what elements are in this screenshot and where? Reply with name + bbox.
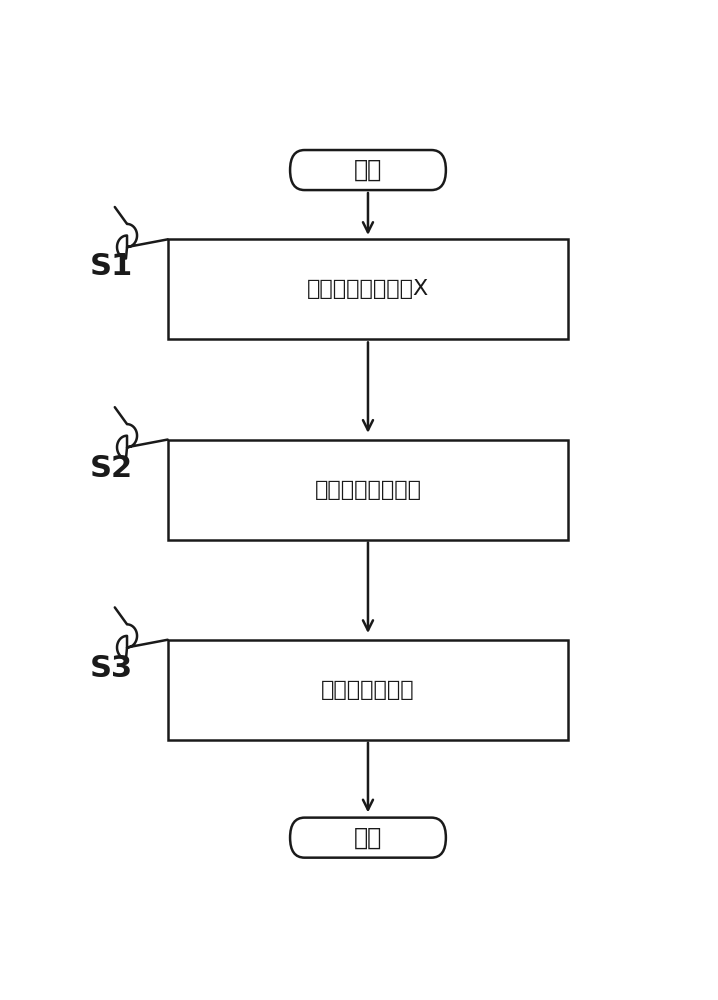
Bar (168, 239, 569, 339)
FancyBboxPatch shape (290, 818, 446, 858)
Text: 控制电控膨胀阀: 控制电控膨胀阀 (321, 680, 415, 700)
Text: 结束: 结束 (354, 826, 382, 850)
Text: S2: S2 (89, 454, 132, 483)
Text: 计算过热度的计算: 计算过热度的计算 (314, 480, 421, 500)
Text: 推定制冷剂的温度X: 推定制冷剂的温度X (307, 279, 429, 299)
Text: S1: S1 (89, 252, 133, 281)
Text: S3: S3 (89, 654, 132, 683)
FancyBboxPatch shape (290, 150, 446, 190)
Bar (168, 440, 569, 540)
Text: 开始: 开始 (354, 158, 382, 182)
Bar (168, 640, 569, 740)
